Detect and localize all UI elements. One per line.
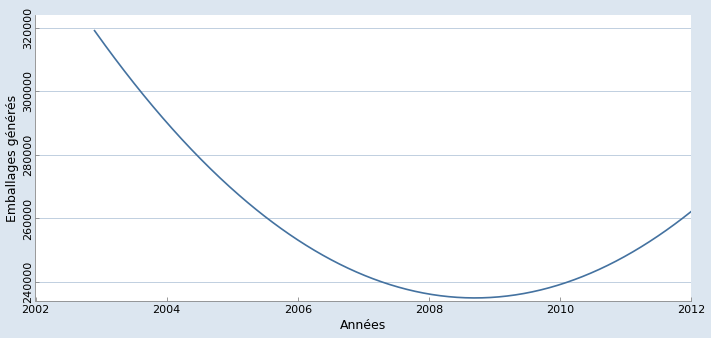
Y-axis label: Emballages générés: Emballages générés — [6, 95, 18, 222]
X-axis label: Années: Années — [341, 319, 387, 333]
